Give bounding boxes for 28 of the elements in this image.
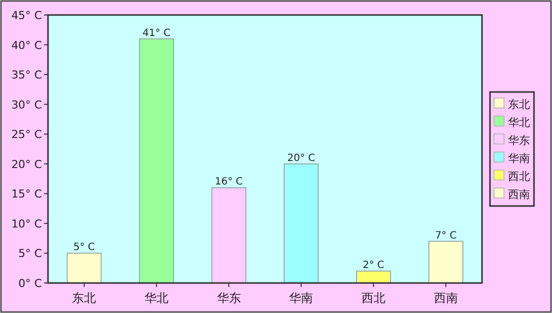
y-tick-label: 20° C — [11, 158, 42, 171]
data-label: 7° C — [435, 230, 457, 242]
y-tick-label: 30° C — [11, 98, 42, 112]
x-tick-label: 华北 — [144, 291, 168, 305]
data-label: 2° C — [362, 260, 384, 272]
x-tick-label: 西北 — [362, 291, 386, 305]
y-tick-label: 5° C — [18, 247, 42, 260]
x-tick-label: 西南 — [434, 291, 458, 305]
legend-label: 西南 — [508, 188, 530, 201]
y-tick-label: 45° C — [11, 9, 42, 22]
y-tick-label: 35° C — [11, 68, 42, 82]
y-tick-label: 0° C — [18, 277, 42, 290]
legend-label: 华东 — [508, 134, 530, 147]
data-label: 20° C — [287, 152, 316, 164]
x-tick-label: 东北 — [72, 291, 96, 305]
x-tick-label: 华南 — [289, 291, 314, 305]
y-tick-label: 15° C — [11, 188, 42, 201]
y-tick-label: 25° C — [11, 128, 42, 142]
legend-label: 东北 — [508, 98, 530, 111]
data-label: 16° C — [214, 176, 243, 188]
data-label: 41° C — [142, 28, 170, 39]
y-tick-label: 10° C — [11, 217, 42, 230]
y-tick-label: 40° C — [11, 38, 42, 52]
data-label: 5° C — [73, 242, 95, 254]
legend-label: 华北 — [508, 116, 530, 129]
legend-label: 华南 — [508, 152, 530, 165]
x-tick-label: 华东 — [216, 291, 241, 305]
legend-label: 西北 — [508, 170, 530, 183]
